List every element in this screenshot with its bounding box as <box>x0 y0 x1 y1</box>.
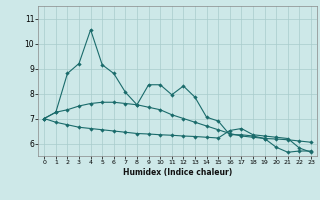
X-axis label: Humidex (Indice chaleur): Humidex (Indice chaleur) <box>123 168 232 177</box>
